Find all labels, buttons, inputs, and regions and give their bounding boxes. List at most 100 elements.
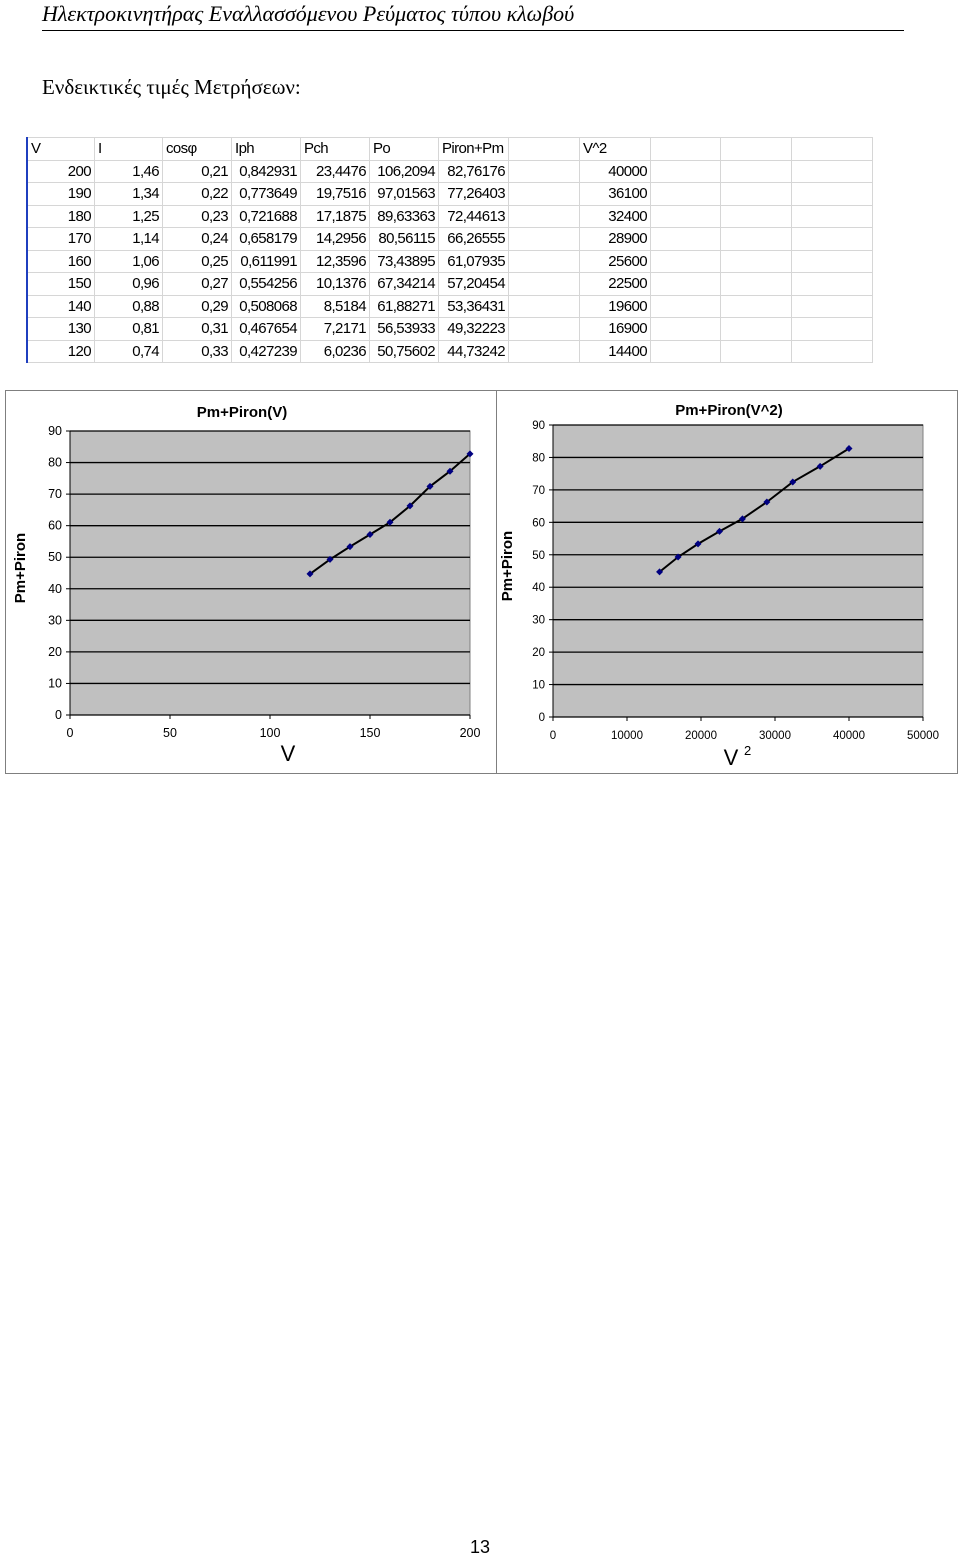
empty-cell[interactable] (791, 294, 873, 318)
data-cell[interactable]: 19,7516 (300, 182, 370, 206)
data-cell[interactable]: 0,554256 (231, 272, 301, 296)
header-cell[interactable]: I (94, 137, 163, 161)
header-cell[interactable]: V^2 (579, 137, 651, 161)
data-cell[interactable]: 77,26403 (438, 182, 509, 206)
empty-cell[interactable] (650, 249, 721, 273)
empty-cell[interactable] (791, 159, 873, 183)
empty-cell[interactable] (650, 317, 721, 341)
data-cell[interactable]: 7,2171 (300, 317, 370, 341)
data-cell[interactable]: 25600 (579, 249, 651, 273)
data-cell[interactable]: 72,44613 (438, 204, 509, 228)
empty-cell[interactable] (791, 317, 873, 341)
empty-cell[interactable] (508, 182, 580, 206)
data-cell[interactable]: 50,75602 (369, 339, 439, 363)
header-cell[interactable]: V (26, 137, 95, 161)
empty-cell[interactable] (720, 182, 792, 206)
data-cell[interactable]: 53,36431 (438, 294, 509, 318)
empty-cell[interactable] (508, 137, 580, 161)
data-cell[interactable]: 89,63363 (369, 204, 439, 228)
data-cell[interactable]: 200 (26, 159, 95, 183)
data-cell[interactable]: 23,4476 (300, 159, 370, 183)
data-cell[interactable]: 0,25 (162, 249, 232, 273)
header-cell[interactable]: Iph (231, 137, 301, 161)
data-cell[interactable]: 0,658179 (231, 227, 301, 251)
empty-cell[interactable] (508, 204, 580, 228)
data-cell[interactable]: 0,773649 (231, 182, 301, 206)
empty-cell[interactable] (650, 204, 721, 228)
data-cell[interactable]: 1,46 (94, 159, 163, 183)
empty-cell[interactable] (508, 339, 580, 363)
data-cell[interactable]: 0,29 (162, 294, 232, 318)
data-cell[interactable]: 0,22 (162, 182, 232, 206)
data-cell[interactable]: 61,88271 (369, 294, 439, 318)
empty-cell[interactable] (508, 249, 580, 273)
header-cell[interactable]: Pch (300, 137, 370, 161)
empty-cell[interactable] (791, 137, 873, 161)
data-cell[interactable]: 32400 (579, 204, 651, 228)
data-cell[interactable]: 1,25 (94, 204, 163, 228)
data-cell[interactable]: 0,842931 (231, 159, 301, 183)
data-cell[interactable]: 160 (26, 249, 95, 273)
data-cell[interactable]: 0,27 (162, 272, 232, 296)
data-cell[interactable]: 67,34214 (369, 272, 439, 296)
empty-cell[interactable] (720, 249, 792, 273)
data-cell[interactable]: 97,01563 (369, 182, 439, 206)
data-cell[interactable]: 170 (26, 227, 95, 251)
data-cell[interactable]: 40000 (579, 159, 651, 183)
data-cell[interactable]: 61,07935 (438, 249, 509, 273)
data-cell[interactable]: 44,73242 (438, 339, 509, 363)
data-cell[interactable]: 0,74 (94, 339, 163, 363)
data-cell[interactable]: 6,0236 (300, 339, 370, 363)
data-cell[interactable]: 82,76176 (438, 159, 509, 183)
empty-cell[interactable] (791, 204, 873, 228)
empty-cell[interactable] (720, 339, 792, 363)
data-cell[interactable]: 19600 (579, 294, 651, 318)
data-cell[interactable]: 0,31 (162, 317, 232, 341)
data-cell[interactable]: 17,1875 (300, 204, 370, 228)
data-cell[interactable]: 80,56115 (369, 227, 439, 251)
header-cell[interactable]: Po (369, 137, 439, 161)
data-cell[interactable]: 73,43895 (369, 249, 439, 273)
empty-cell[interactable] (791, 339, 873, 363)
data-cell[interactable]: 0,427239 (231, 339, 301, 363)
empty-cell[interactable] (720, 204, 792, 228)
data-cell[interactable]: 190 (26, 182, 95, 206)
empty-cell[interactable] (508, 317, 580, 341)
data-cell[interactable]: 8,5184 (300, 294, 370, 318)
header-cell[interactable]: Piron+Pm (438, 137, 509, 161)
data-cell[interactable]: 12,3596 (300, 249, 370, 273)
data-cell[interactable]: 1,14 (94, 227, 163, 251)
data-cell[interactable]: 120 (26, 339, 95, 363)
data-cell[interactable]: 36100 (579, 182, 651, 206)
data-cell[interactable]: 1,34 (94, 182, 163, 206)
empty-cell[interactable] (650, 294, 721, 318)
data-cell[interactable]: 49,32223 (438, 317, 509, 341)
data-cell[interactable]: 0,96 (94, 272, 163, 296)
data-cell[interactable]: 0,467654 (231, 317, 301, 341)
data-cell[interactable]: 0,611991 (231, 249, 301, 273)
empty-cell[interactable] (650, 339, 721, 363)
empty-cell[interactable] (508, 227, 580, 251)
empty-cell[interactable] (650, 159, 721, 183)
empty-cell[interactable] (720, 227, 792, 251)
empty-cell[interactable] (508, 159, 580, 183)
empty-cell[interactable] (650, 272, 721, 296)
data-cell[interactable]: 0,721688 (231, 204, 301, 228)
data-cell[interactable]: 180 (26, 204, 95, 228)
empty-cell[interactable] (791, 249, 873, 273)
data-cell[interactable]: 56,53933 (369, 317, 439, 341)
data-cell[interactable]: 28900 (579, 227, 651, 251)
data-cell[interactable]: 0,24 (162, 227, 232, 251)
empty-cell[interactable] (720, 159, 792, 183)
empty-cell[interactable] (508, 294, 580, 318)
empty-cell[interactable] (650, 182, 721, 206)
data-cell[interactable]: 0,508068 (231, 294, 301, 318)
data-cell[interactable]: 0,88 (94, 294, 163, 318)
empty-cell[interactable] (508, 272, 580, 296)
empty-cell[interactable] (720, 294, 792, 318)
empty-cell[interactable] (650, 227, 721, 251)
header-cell[interactable]: cosφ (162, 137, 232, 161)
data-cell[interactable]: 140 (26, 294, 95, 318)
empty-cell[interactable] (791, 182, 873, 206)
data-cell[interactable]: 106,2094 (369, 159, 439, 183)
